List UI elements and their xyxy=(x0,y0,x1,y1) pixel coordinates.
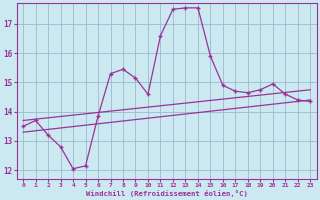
X-axis label: Windchill (Refroidissement éolien,°C): Windchill (Refroidissement éolien,°C) xyxy=(86,190,248,197)
